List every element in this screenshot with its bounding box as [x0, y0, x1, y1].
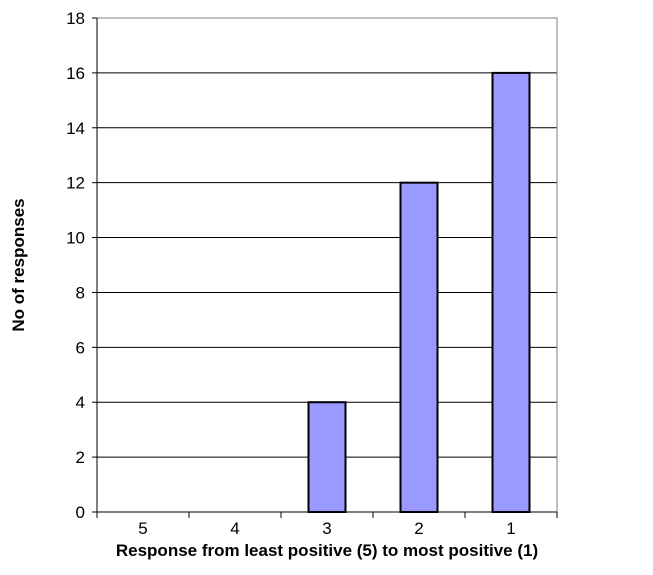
y-tick-label: 8	[76, 283, 85, 302]
x-axis-title: Response from least positive (5) to most…	[116, 541, 538, 560]
x-tick-label: 2	[414, 519, 423, 538]
y-tick-label: 4	[76, 393, 85, 412]
bar-3	[307, 401, 347, 514]
y-tick-label: 12	[66, 174, 85, 193]
y-tick-label: 10	[66, 229, 85, 248]
bar-2	[399, 181, 439, 514]
y-tick-label: 14	[66, 119, 85, 138]
x-tick-label: 5	[138, 519, 147, 538]
axes	[92, 17, 558, 518]
x-tick-label: 3	[322, 519, 331, 538]
y-tick-label: 6	[76, 338, 85, 357]
gridlines	[97, 17, 557, 458]
x-tick-label: 1	[506, 519, 515, 538]
y-axis-title: No of responses	[9, 198, 28, 331]
bar-1	[491, 71, 531, 513]
y-tick-label: 18	[66, 9, 85, 28]
x-tick-label: 4	[230, 519, 239, 538]
y-tick-labels: 0 2 4 6 8 10 12 14 16 18	[66, 9, 85, 522]
y-tick-label: 16	[66, 64, 85, 83]
bars	[307, 71, 531, 514]
y-tick-label: 2	[76, 448, 85, 467]
x-tick-labels: 5 4 3 2 1	[138, 519, 515, 538]
y-tick-label: 0	[76, 503, 85, 522]
